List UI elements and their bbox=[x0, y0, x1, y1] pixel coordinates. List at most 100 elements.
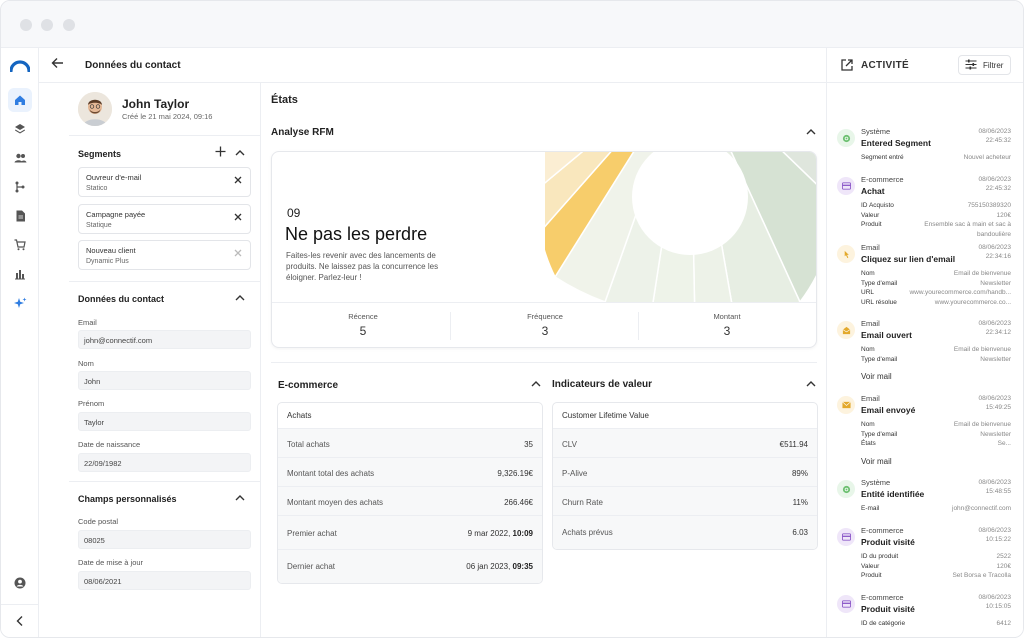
divider bbox=[450, 312, 451, 340]
divider bbox=[272, 302, 816, 303]
activity-panel: ACTIVITÉ Filtrer Système Entered Segment 0… bbox=[826, 48, 1023, 637]
row-value: €511.94 bbox=[779, 440, 808, 449]
nom-field[interactable]: John bbox=[78, 371, 251, 390]
segment-type: Dynamic Plus bbox=[86, 258, 129, 265]
card-icon bbox=[837, 528, 855, 546]
view-mail-link[interactable]: Voir mail bbox=[861, 456, 892, 466]
segment-type: Statico bbox=[86, 185, 108, 192]
gear-icon bbox=[837, 480, 855, 498]
row-key: Montant total des achats bbox=[287, 469, 375, 478]
window-dot bbox=[41, 19, 53, 31]
table-row: Total achats 35 bbox=[278, 429, 542, 458]
row-value: 9,326.19€ bbox=[497, 469, 533, 478]
event-timestamp: 08/06/2023 10:15:05 bbox=[978, 594, 1011, 610]
row-key: Dernier achat bbox=[287, 562, 336, 571]
segment-card[interactable]: Ouvreur d'e-mail Statico bbox=[78, 167, 251, 197]
metric-label: Récence bbox=[348, 312, 378, 321]
pointer-icon bbox=[837, 245, 855, 263]
view-mail-link[interactable]: Voir mail bbox=[861, 372, 892, 381]
table-row: Churn Rate 11% bbox=[553, 487, 817, 516]
row-key: Premier achat bbox=[287, 529, 337, 538]
row-key: Churn Rate bbox=[562, 498, 603, 507]
rfm-segment-description: Faites-les revenir avec des lancements d… bbox=[286, 251, 439, 282]
event-title: Entered Segment bbox=[861, 138, 931, 148]
account-icon[interactable] bbox=[8, 571, 32, 595]
table-row: P-Alive 89% bbox=[553, 458, 817, 487]
envelope-open-icon bbox=[837, 321, 855, 339]
segment-card[interactable]: Nouveau client Dynamic Plus bbox=[78, 240, 251, 270]
rfm-segment-number: 09 bbox=[287, 206, 301, 220]
row-key: P-Alive bbox=[562, 469, 588, 478]
document-icon[interactable] bbox=[8, 204, 32, 228]
purchases-table: Achats Total achats 35 Montant total des… bbox=[277, 402, 543, 584]
chevron-up-icon[interactable] bbox=[531, 379, 541, 389]
event-category: Email bbox=[861, 319, 880, 328]
main-content: États Analyse RFM 09 Ne pas les perdre F… bbox=[261, 83, 826, 637]
filter-label: Filtrer bbox=[983, 61, 1004, 70]
event-category: Système bbox=[861, 127, 891, 136]
contact-name: John Taylor bbox=[122, 97, 190, 111]
chart-icon[interactable] bbox=[8, 262, 32, 286]
add-segment-icon[interactable] bbox=[215, 144, 226, 160]
chevron-up-icon[interactable] bbox=[235, 293, 245, 303]
value-indicators-title: Indicateurs de valeur bbox=[552, 379, 653, 390]
event-category: Email bbox=[861, 394, 880, 403]
rfm-segment-heading: Ne pas les perdre bbox=[285, 224, 428, 244]
row-value: 9 mar 2022, 10:09 bbox=[467, 529, 533, 538]
back-arrow-icon[interactable] bbox=[51, 56, 64, 73]
chevron-up-icon[interactable] bbox=[806, 127, 816, 137]
chevron-up-icon[interactable] bbox=[806, 379, 816, 389]
open-external-icon[interactable] bbox=[841, 59, 853, 74]
home-icon[interactable] bbox=[8, 88, 32, 112]
event-timestamp: 08/06/2023 15:48:55 bbox=[978, 479, 1011, 495]
field-label: Code postal bbox=[78, 517, 119, 526]
avatar bbox=[78, 92, 112, 126]
filter-button[interactable]: Filtrer bbox=[958, 55, 1011, 75]
event-title: Email envoyé bbox=[861, 405, 916, 415]
table-header: Customer Lifetime Value bbox=[553, 403, 817, 429]
left-nav bbox=[1, 48, 39, 637]
metric-label: Fréquence bbox=[527, 312, 563, 321]
update-date-field[interactable]: 08/06/2021 bbox=[78, 571, 251, 590]
chevron-up-icon[interactable] bbox=[235, 148, 245, 158]
cart-icon[interactable] bbox=[8, 233, 32, 257]
users-icon[interactable] bbox=[8, 146, 32, 170]
table-row: Dernier achat 06 jan 2023, 09:35 bbox=[278, 550, 542, 583]
postal-code-field[interactable]: 08025 bbox=[78, 530, 251, 549]
sparkle-icon[interactable] bbox=[8, 291, 32, 315]
window-dot bbox=[20, 19, 32, 31]
event-title: Entité identifiée bbox=[861, 489, 925, 499]
table-row: Montant total des achats 9,326.19€ bbox=[278, 458, 542, 487]
collapse-icon[interactable] bbox=[8, 609, 32, 633]
row-value: 11% bbox=[792, 498, 808, 507]
chevron-up-icon[interactable] bbox=[235, 493, 245, 503]
rfm-card: 09 Ne pas les perdre Faites-les revenir … bbox=[271, 151, 817, 348]
layers-icon[interactable] bbox=[8, 117, 32, 141]
close-icon[interactable] bbox=[234, 213, 242, 224]
workflow-icon[interactable] bbox=[8, 175, 32, 199]
email-field[interactable]: john@connectif.com bbox=[78, 330, 251, 349]
close-icon[interactable] bbox=[234, 176, 242, 187]
table-row: Montant moyen des achats 266.46€ bbox=[278, 487, 542, 516]
recency-metric: Récence 5 bbox=[272, 302, 454, 347]
nav-divider bbox=[1, 604, 39, 605]
segments-title: Segments bbox=[78, 149, 122, 159]
row-key: Achats prévus bbox=[562, 528, 613, 537]
divider bbox=[69, 281, 261, 282]
custom-fields-title: Champs personnalisés bbox=[78, 494, 177, 504]
event-timestamp: 08/06/2023 10:15:22 bbox=[978, 527, 1011, 543]
divider bbox=[69, 135, 261, 136]
prenom-field[interactable]: Taylor bbox=[78, 412, 251, 431]
envelope-icon bbox=[837, 396, 855, 414]
row-value: 6.03 bbox=[792, 528, 808, 537]
table-header: Achats bbox=[278, 403, 542, 429]
row-key: CLV bbox=[562, 440, 577, 449]
segment-card[interactable]: Campagne payée Statique bbox=[78, 204, 251, 234]
clv-table: Customer Lifetime Value CLV €511.94 P-Al… bbox=[552, 402, 818, 550]
event-category: E-commerce bbox=[861, 526, 904, 535]
field-label: Prénom bbox=[78, 399, 105, 408]
card-icon bbox=[837, 595, 855, 613]
event-title: Achat bbox=[861, 186, 885, 196]
birthdate-field[interactable]: 22/09/1982 bbox=[78, 453, 251, 472]
